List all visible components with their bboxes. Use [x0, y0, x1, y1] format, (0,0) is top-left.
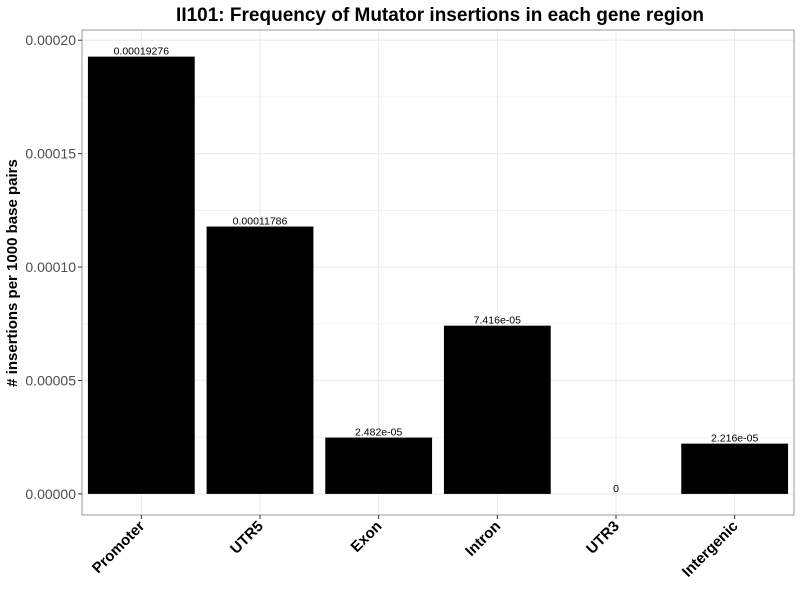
data-label: 7.416e-05	[474, 315, 521, 327]
y-tick-label: 0.00020	[25, 32, 76, 48]
y-axis-ticks: 0.00000 0.00005 0.00010 0.00015 0.00020	[25, 32, 82, 502]
x-tick-label: Intron	[462, 518, 504, 560]
y-tick-label: 0.00000	[25, 486, 76, 502]
plot-panel-border	[81, 29, 795, 516]
bars	[87, 56, 789, 494]
x-tick-label: Promoter	[89, 518, 148, 577]
data-label: 0.00019276	[114, 46, 170, 58]
data-labels: 0.00019276 0.00011786 2.482e-05 7.416e-05 0 2…	[114, 46, 759, 495]
data-label: 0.00011786	[233, 216, 288, 228]
x-tick-label: Exon	[348, 518, 386, 556]
y-tick-label: 0.00010	[25, 259, 76, 275]
x-tick-label: UTR3	[583, 518, 623, 558]
data-label: 2.482e-05	[355, 427, 402, 439]
y-tick-label: 0.00015	[25, 146, 76, 162]
x-tick-label: Intergenic	[679, 518, 742, 581]
chart-title: II101: Frequency of Mutator insertions i…	[176, 5, 704, 26]
data-label: 0	[613, 483, 619, 495]
bar-intergenic	[681, 443, 789, 494]
bar-exon	[325, 437, 433, 494]
bar-utr5	[206, 226, 314, 494]
y-axis-label: # insertions per 1000 base pairs	[4, 159, 21, 387]
x-axis-ticks: Promoter UTR5 Exon Intron UTR3 Intergenic	[89, 515, 742, 581]
bar-promoter	[87, 56, 195, 494]
x-tick-label: UTR5	[227, 518, 267, 558]
bar-intron	[443, 325, 551, 494]
y-tick-label: 0.00005	[25, 372, 76, 388]
data-label: 2.216e-05	[711, 433, 758, 445]
